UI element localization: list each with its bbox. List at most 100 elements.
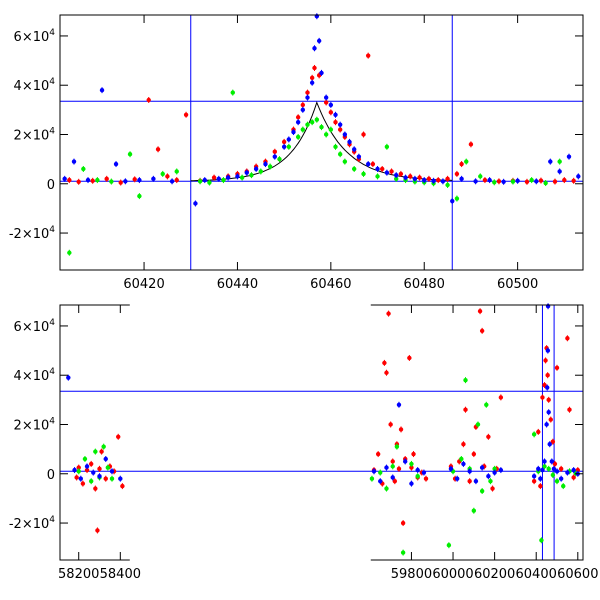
x-tick-label: 60420	[123, 277, 164, 292]
data-point-series-0	[567, 407, 572, 412]
data-point-series-0	[486, 434, 491, 440]
data-point-series-2	[337, 122, 343, 127]
data-point-series-1	[531, 432, 537, 437]
data-point-series-0	[408, 174, 413, 179]
data-point-series-1	[309, 119, 315, 125]
y-tick-label: -2×104	[9, 225, 55, 242]
data-point-series-2	[71, 159, 77, 164]
data-point-series-1	[446, 543, 452, 548]
data-point-series-0	[496, 179, 502, 184]
data-point-series-2	[422, 177, 427, 183]
data-point-series-0	[536, 429, 541, 435]
data-point-series-0	[300, 102, 306, 108]
data-point-series-1	[137, 193, 142, 199]
data-point-series-0	[498, 395, 504, 400]
data-point-series-1	[328, 127, 334, 132]
x-tick-label: 59800	[391, 567, 432, 582]
data-point-series-2	[305, 95, 310, 100]
data-point-series-1	[361, 171, 366, 177]
data-point-series-2	[415, 467, 420, 473]
data-point-series-0	[67, 177, 72, 183]
data-point-series-2	[557, 169, 562, 174]
data-point-series-2	[450, 198, 455, 204]
data-point-series-2	[403, 175, 408, 180]
data-point-series-2	[473, 179, 478, 184]
y-tick-label: 2×104	[14, 416, 56, 433]
data-point-series-0	[183, 112, 189, 117]
data-point-series-2	[492, 470, 497, 475]
data-point-series-0	[538, 483, 543, 489]
data-point-series-1	[277, 156, 282, 162]
data-point-series-2	[371, 469, 377, 474]
data-point-series-0	[88, 461, 94, 467]
data-point-series-1	[286, 144, 292, 150]
data-point-series-2	[467, 469, 472, 474]
data-point-series-0	[565, 336, 570, 341]
data-point-series-1	[239, 175, 245, 180]
data-point-series-2	[412, 176, 418, 182]
data-point-series-2	[263, 161, 268, 167]
data-point-series-1	[82, 456, 88, 462]
data-point-series-1	[300, 127, 306, 132]
data-point-series-0	[543, 358, 548, 363]
data-point-series-2	[461, 461, 466, 467]
model-curve	[190, 101, 453, 182]
data-point-series-2	[545, 385, 550, 390]
data-point-series-0	[552, 179, 558, 184]
data-point-series-1	[378, 470, 383, 475]
y-tick-label: -2×104	[9, 515, 55, 532]
data-point-series-2	[542, 459, 547, 464]
data-point-series-1	[478, 174, 483, 179]
data-point-series-2	[351, 147, 357, 152]
data-point-series-0	[165, 174, 170, 179]
data-point-series-2	[347, 139, 352, 145]
data-point-series-2	[384, 170, 390, 175]
data-point-series-2	[97, 474, 102, 479]
data-point-series-2	[333, 112, 338, 117]
data-point-series-0	[90, 178, 95, 184]
data-point-series-1	[221, 177, 226, 183]
data-point-series-2	[66, 375, 71, 380]
data-point-series-2	[109, 469, 115, 474]
axis-break-top-0	[129, 304, 371, 307]
data-point-series-2	[235, 174, 240, 179]
x-tick-label: 60600	[557, 567, 598, 582]
data-point-series-2	[72, 467, 77, 473]
data-point-series-2	[554, 469, 560, 474]
data-point-series-0	[93, 486, 98, 491]
data-point-series-2	[99, 87, 105, 93]
data-point-series-1	[492, 466, 497, 472]
data-point-series-0	[459, 161, 464, 167]
data-point-series-1	[81, 166, 86, 172]
data-point-series-2	[421, 470, 427, 475]
axes-frame	[59, 304, 584, 561]
data-point-series-1	[95, 177, 100, 183]
data-point-series-1	[464, 159, 469, 164]
data-point-series-1	[542, 464, 547, 469]
data-point-series-0	[548, 417, 553, 422]
x-tick-label: 60500	[497, 277, 538, 292]
data-point-series-2	[244, 170, 249, 175]
data-point-series-2	[272, 154, 278, 159]
x-tick-label: 60400	[516, 567, 557, 582]
data-point-series-2	[473, 478, 479, 484]
data-point-series-0	[490, 486, 495, 491]
data-point-series-1	[375, 174, 380, 179]
data-point-series-2	[394, 172, 399, 178]
data-point-series-2	[300, 107, 306, 113]
data-point-series-1	[557, 159, 562, 164]
data-point-series-0	[411, 451, 416, 457]
data-point-series-1	[174, 169, 179, 174]
data-point-series-0	[281, 139, 287, 145]
data-point-series-0	[384, 370, 389, 375]
data-point-series-0	[380, 166, 385, 172]
data-point-series-2	[501, 179, 506, 184]
data-point-series-0	[545, 373, 550, 378]
data-point-series-2	[479, 465, 485, 470]
data-point-series-0	[382, 360, 387, 366]
data-point-series-0	[104, 176, 109, 182]
data-point-series-0	[103, 476, 108, 481]
top-light-curve-panel: 60420 60440 60460 60480 60500 -2×104 0 2×104 4×1…	[9, 13, 584, 292]
y-tick-label: 4×104	[14, 77, 56, 94]
data-point-series-0	[396, 466, 402, 472]
